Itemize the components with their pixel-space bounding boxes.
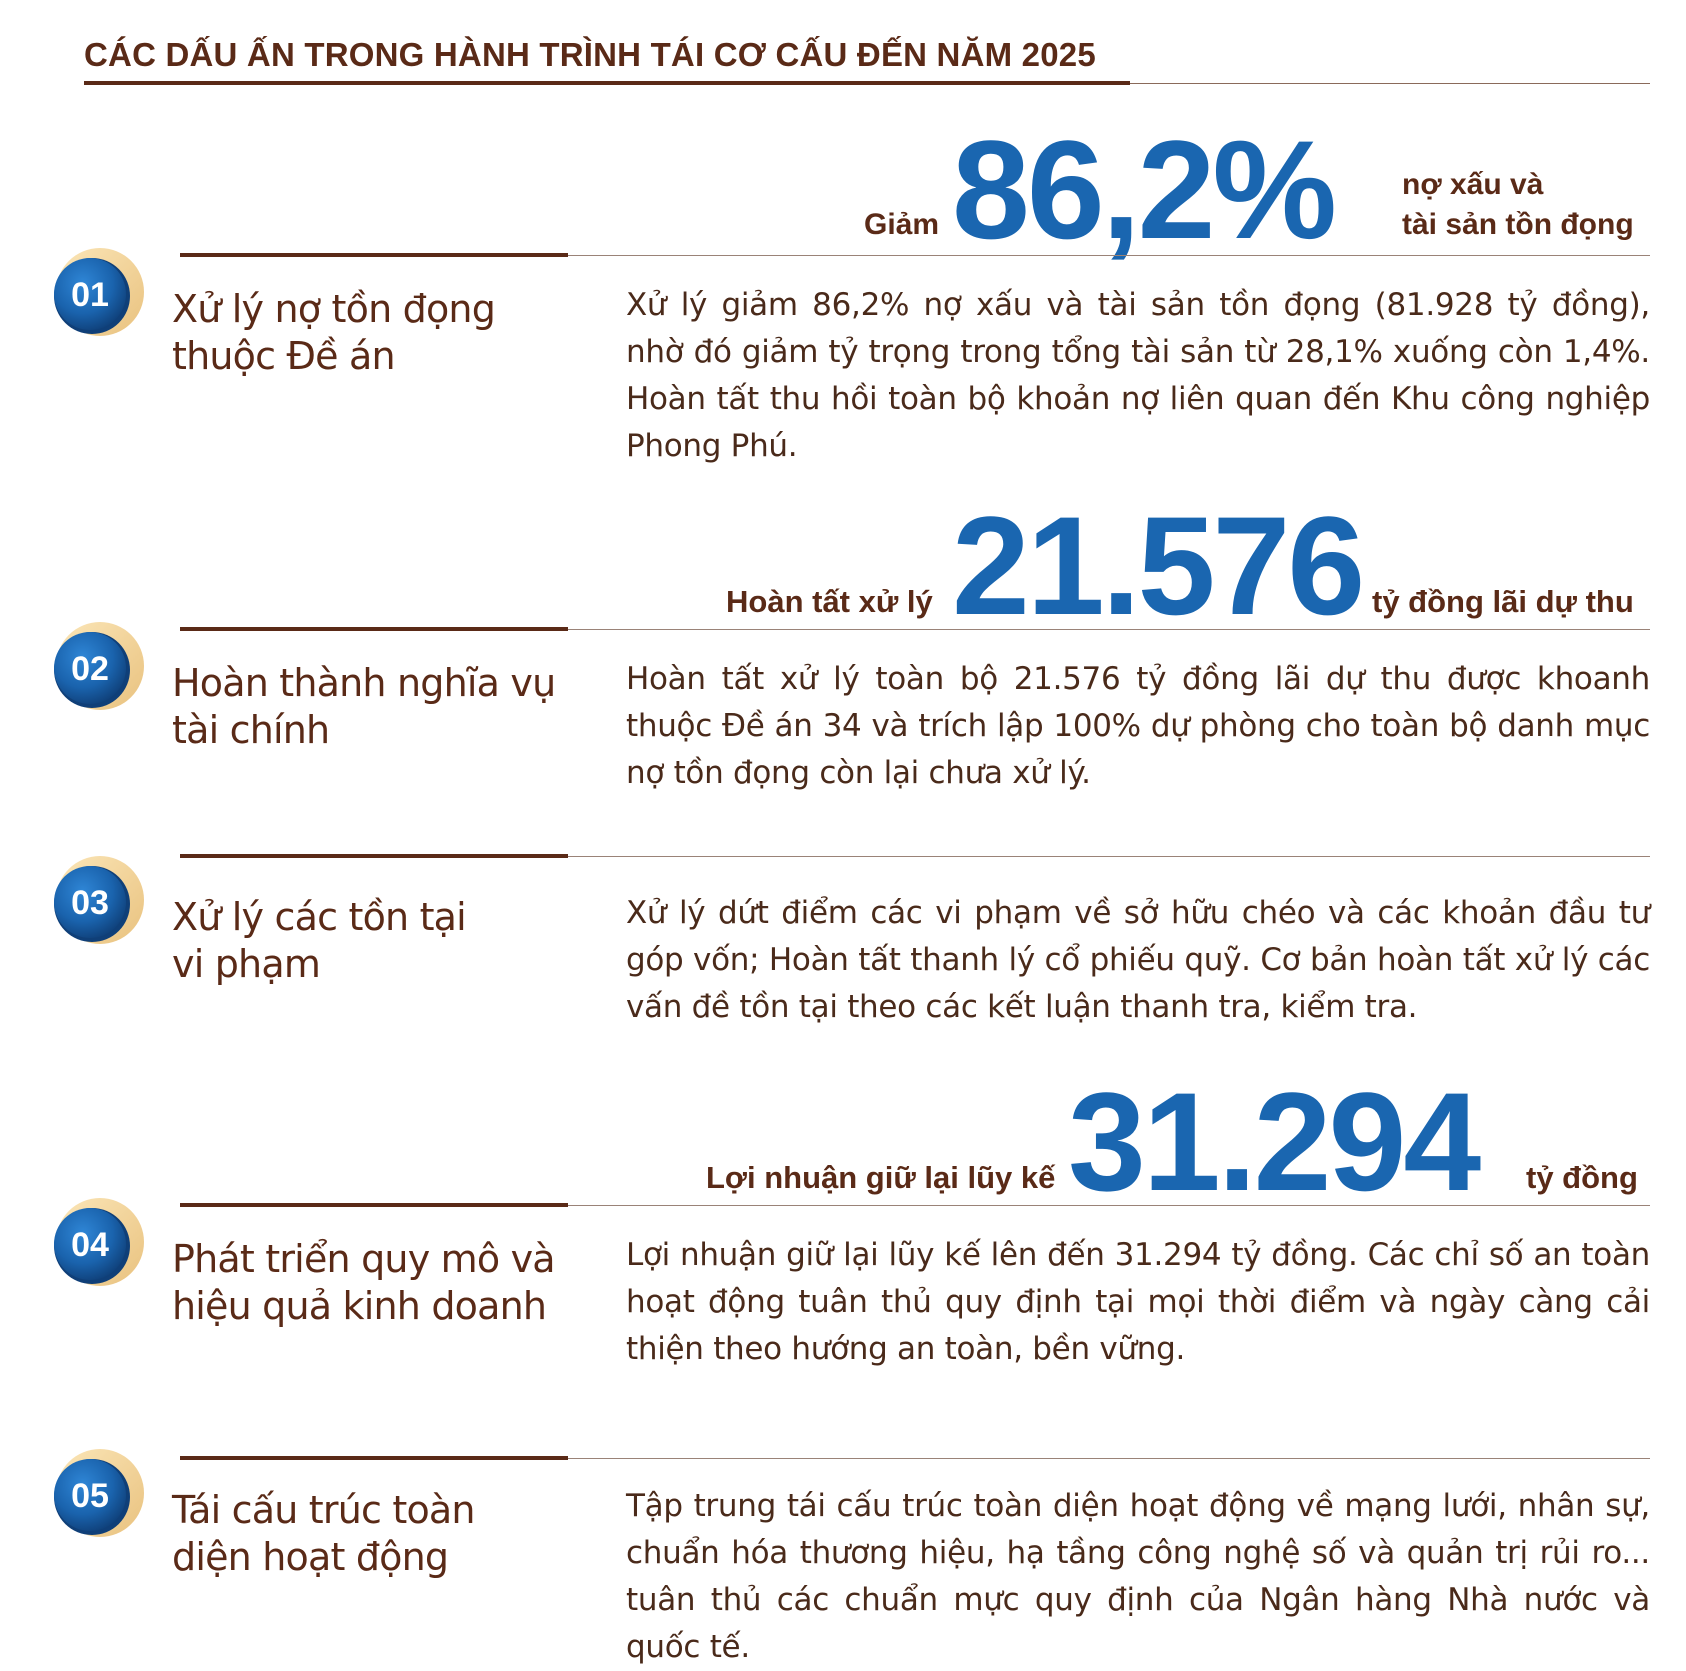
item-1-description: Xử lý giảm 86,2% nợ xấu và tài sản tồn đ… <box>626 287 1650 464</box>
item-5-divider <box>568 1458 1650 1459</box>
highlight-2-value: 21.576 <box>952 487 1365 644</box>
item-3-divider <box>568 856 1650 857</box>
highlight-1-suffix-line1: nợ xấu và <box>1402 168 1544 201</box>
page-title: CÁC DẤU ẤN TRONG HÀNH TRÌNH TÁI CƠ CẤU Đ… <box>84 36 1096 73</box>
item-4-title: Phát triển quy mô và hiệu quả kinh doanh <box>172 1236 592 1330</box>
highlight-3-suffix: tỷ đồng <box>1526 1160 1638 1195</box>
item-3-title-line1: Xử lý các tồn tại <box>172 895 467 939</box>
item-4-title-rule <box>180 1203 568 1207</box>
header-underline <box>84 81 1130 85</box>
item-5-title-rule <box>180 1456 568 1460</box>
highlight-1-value: 86,2% <box>952 111 1337 268</box>
item-3-number-badge: 03 <box>50 850 146 946</box>
item-1-title-rule <box>180 253 568 257</box>
item-5-title-line2: diện hoạt động <box>172 1535 449 1579</box>
item-1-title-line1: Xử lý nợ tồn đọng <box>172 287 496 331</box>
item-2-description: Hoàn tất xử lý toàn bộ 21.576 tỷ đồng lã… <box>626 661 1650 791</box>
item-5-title-line1: Tái cấu trúc toàn <box>172 1488 475 1532</box>
item-1-title-line2: thuộc Đề án <box>172 334 396 378</box>
item-1-number: 01 <box>71 276 109 314</box>
item-4-divider <box>568 1205 1650 1206</box>
item-1-divider <box>568 255 1650 256</box>
highlight-2-suffix: tỷ đồng lãi dự thu <box>1372 584 1634 619</box>
item-2-number-badge: 02 <box>50 616 146 712</box>
item-2-number: 02 <box>71 650 109 688</box>
item-2-title-rule <box>180 627 568 631</box>
item-2-title: Hoàn thành nghĩa vụ tài chính <box>172 660 592 754</box>
highlight-3-prefix: Lợi nhuận giữ lại lũy kế <box>706 1160 1056 1195</box>
item-3-title-rule <box>180 854 568 858</box>
item-3-number: 03 <box>71 884 109 922</box>
highlight-3-value: 31.294 <box>1068 1063 1481 1220</box>
item-5-title: Tái cấu trúc toàn diện hoạt động <box>172 1487 592 1581</box>
item-4-description: Lợi nhuận giữ lại lũy kế lên đến 31.294 … <box>626 1237 1650 1367</box>
item-3-title: Xử lý các tồn tại vi phạm <box>172 894 592 988</box>
highlight-1-suffix-line2: tài sản tồn đọng <box>1402 208 1634 241</box>
item-3-title-line2: vi phạm <box>172 942 321 986</box>
item-4-number: 04 <box>71 1226 109 1264</box>
item-1-title: Xử lý nợ tồn đọng thuộc Đề án <box>172 286 592 380</box>
item-4-title-line1: Phát triển quy mô và <box>172 1237 556 1281</box>
item-1-number-badge: 01 <box>50 242 146 338</box>
item-4-title-line2: hiệu quả kinh doanh <box>172 1284 547 1328</box>
highlight-2-prefix: Hoàn tất xử lý <box>726 584 933 619</box>
highlight-1-prefix: Giảm <box>864 208 940 241</box>
item-2-title-line1: Hoàn thành nghĩa vụ <box>172 661 556 705</box>
item-5-number: 05 <box>71 1477 109 1515</box>
item-2-divider <box>568 629 1650 630</box>
item-4-number-badge: 04 <box>50 1192 146 1288</box>
item-3-description: Xử lý dứt điểm các vi phạm về sở hữu ché… <box>626 895 1650 1025</box>
item-2-title-line2: tài chính <box>172 708 330 752</box>
item-5-number-badge: 05 <box>50 1443 146 1539</box>
item-5-description: Tập trung tái cấu trúc toàn diện hoạt độ… <box>626 1488 1650 1665</box>
